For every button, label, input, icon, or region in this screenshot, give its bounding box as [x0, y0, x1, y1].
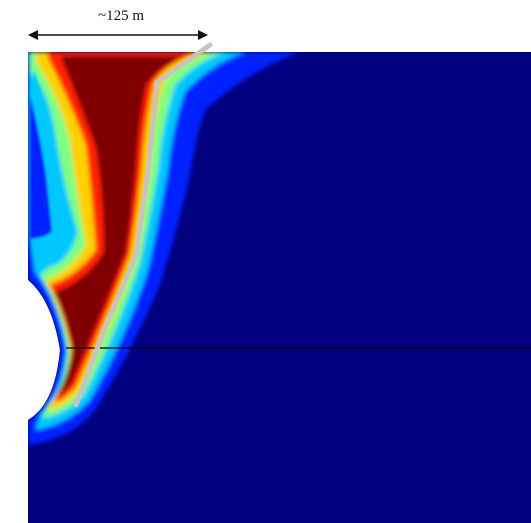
- cool-pocket: [30, 70, 66, 252]
- scale-bar: ~125 m: [28, 8, 208, 40]
- contour-band-max: [54, 56, 186, 394]
- scale-arrow-left: [28, 30, 38, 40]
- fault-trace: [73, 42, 213, 408]
- scale-arrow-right: [198, 30, 208, 40]
- scale-bar-label: ~125 m: [98, 8, 144, 24]
